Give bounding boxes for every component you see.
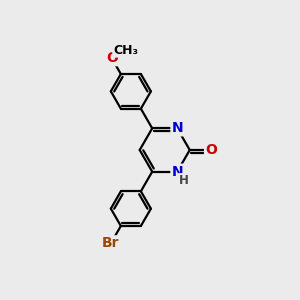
Text: CH₃: CH₃ xyxy=(113,44,138,57)
Text: N: N xyxy=(171,121,183,135)
Text: H: H xyxy=(179,174,189,187)
Text: Br: Br xyxy=(102,236,120,250)
Text: N: N xyxy=(171,165,183,179)
Text: O: O xyxy=(106,51,118,65)
Text: O: O xyxy=(205,143,217,157)
